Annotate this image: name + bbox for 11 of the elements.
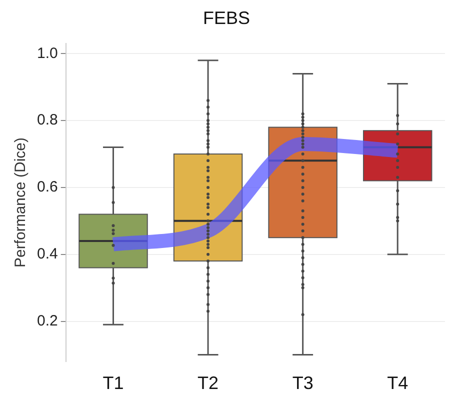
- y-axis-title: Performance (Dice): [12, 137, 30, 268]
- y-tick-label: 0.4: [36, 245, 58, 262]
- x-tick-label: T3: [292, 373, 314, 394]
- y-tick-label: 0.6: [36, 178, 58, 196]
- y-tick-label: 0.8: [36, 112, 58, 129]
- x-tick-label: T1: [102, 373, 124, 394]
- x-tick-label: T2: [198, 373, 219, 394]
- chart-title: FEBS: [202, 8, 250, 28]
- x-tick-label: T4: [387, 373, 408, 394]
- y-tick-label: 1.0: [36, 44, 58, 62]
- y-tick-label: 0.2: [36, 312, 58, 330]
